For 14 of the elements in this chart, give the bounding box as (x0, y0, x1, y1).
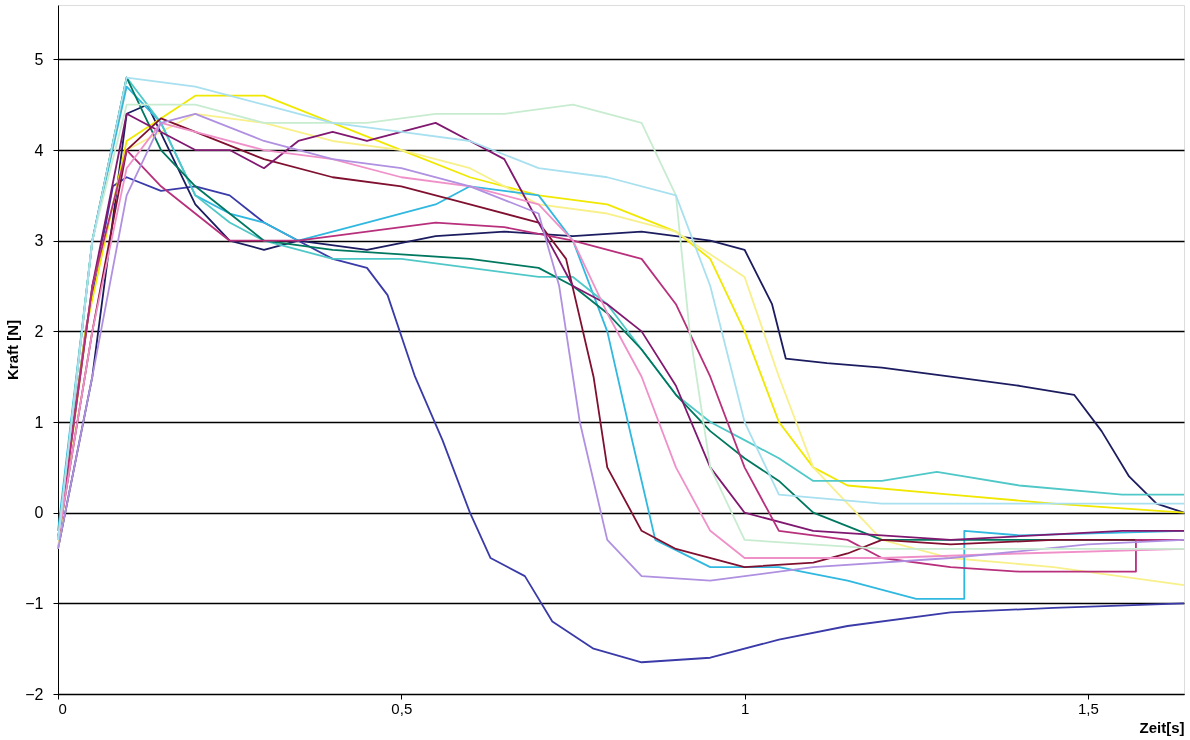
x-tick-label: 1,5 (1077, 699, 1099, 717)
y-tick-label: 0 (34, 504, 44, 522)
y-tick-label: 5 (34, 50, 44, 68)
y-tick-label: 4 (34, 141, 44, 159)
y-tick-label: 3 (34, 232, 44, 250)
y-axis-title: Kraft [N] (4, 320, 22, 380)
x-axis-title: Zeit[s] (1139, 718, 1185, 736)
x-tick-label: 0 (58, 699, 67, 717)
x-tick-label: 0,5 (391, 699, 413, 717)
x-tick-label: 1 (740, 699, 750, 717)
y-tick-label: −2 (25, 685, 44, 703)
y-tick-label: −1 (25, 594, 44, 612)
y-tick-label: 2 (34, 322, 44, 340)
y-tick-label: 1 (34, 413, 44, 431)
